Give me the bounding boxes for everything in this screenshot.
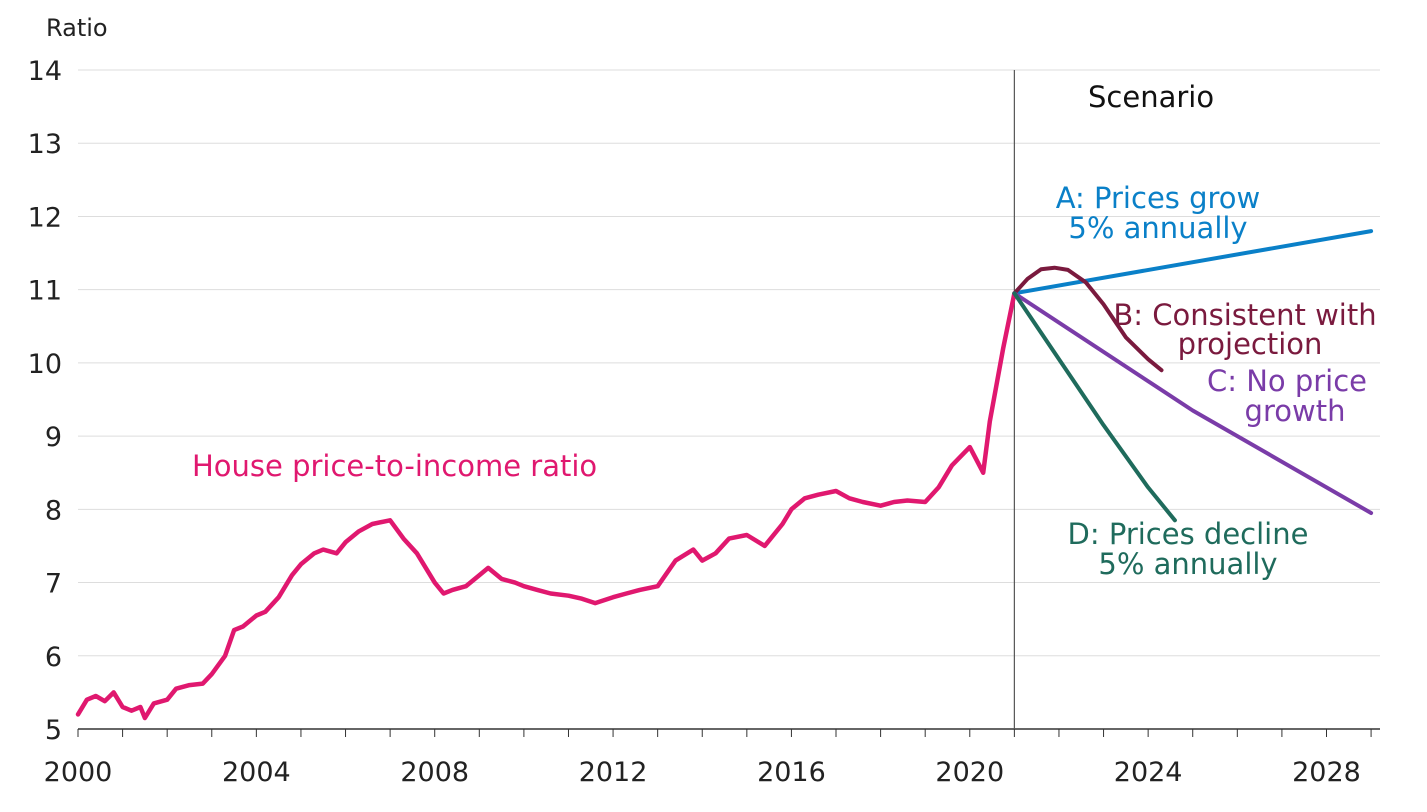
y-axis: 5 6 7 8 9 10 11 12 13 14	[28, 56, 62, 746]
y-tick-label: 12	[28, 202, 62, 233]
y-tick-label: 10	[28, 349, 62, 380]
x-tick-label: 2028	[1292, 757, 1361, 788]
y-tick-label: 11	[28, 276, 62, 307]
scenario-a-label-line2: 5% annually	[1068, 211, 1247, 245]
scenario-d-label-line2: 5% annually	[1098, 547, 1277, 581]
y-tick-label: 9	[45, 422, 62, 453]
scenario-d-label-line1: D: Prices decline	[1068, 517, 1309, 551]
x-tick-label: 2020	[935, 757, 1004, 788]
y-tick-label: 14	[28, 56, 62, 87]
x-tick-label: 2012	[579, 757, 648, 788]
y-tick-label: 5	[45, 715, 62, 746]
y-tick-label: 13	[28, 129, 62, 160]
y-axis-label: Ratio	[46, 14, 108, 42]
scenario-c-label-line2: growth	[1245, 394, 1346, 428]
y-tick-label: 8	[45, 495, 62, 526]
x-tick-label: 2004	[222, 757, 291, 788]
history-label: House price-to-income ratio	[192, 449, 597, 483]
series-line-history	[78, 293, 1014, 718]
scenario-label: Scenario	[1088, 80, 1214, 114]
scenario-a-label-line1: A: Prices grow	[1056, 181, 1261, 215]
scenario-b-label-line2: projection	[1178, 327, 1323, 361]
x-tick-label: 2008	[400, 757, 469, 788]
y-tick-label: 7	[45, 569, 62, 600]
chart: 5 6 7 8 9 10 11 12 13 14 2000 2004 2008 2012 2016 2020…	[0, 0, 1427, 812]
x-tick-label: 2000	[44, 757, 113, 788]
x-tick-label: 2024	[1114, 757, 1183, 788]
y-tick-label: 6	[45, 642, 62, 673]
x-axis: 2000 2004 2008 2012 2016 2020 2024 2028	[44, 729, 1380, 788]
scenario-c-label-line1: C: No price	[1207, 364, 1367, 398]
x-tick-label: 2016	[757, 757, 826, 788]
